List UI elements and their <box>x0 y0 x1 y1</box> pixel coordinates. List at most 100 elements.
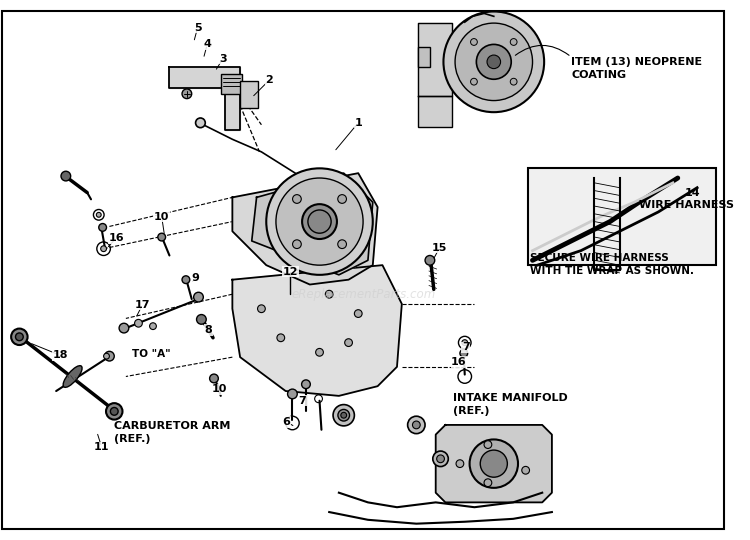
Text: 10: 10 <box>212 384 227 394</box>
Circle shape <box>182 89 192 99</box>
Circle shape <box>16 333 23 341</box>
Text: 1: 1 <box>354 118 362 128</box>
Circle shape <box>134 319 142 327</box>
Text: 7: 7 <box>298 396 306 406</box>
Circle shape <box>149 323 156 329</box>
Circle shape <box>96 212 101 217</box>
Polygon shape <box>419 23 452 96</box>
Text: INTAKE MANIFOLD
(REF.): INTAKE MANIFOLD (REF.) <box>453 393 568 416</box>
Text: ITEM (13) NEOPRENE
COATING: ITEM (13) NEOPRENE COATING <box>572 57 703 80</box>
Bar <box>528 168 716 265</box>
Circle shape <box>425 255 435 265</box>
Text: 12: 12 <box>283 267 298 277</box>
Text: 6: 6 <box>283 417 290 427</box>
Circle shape <box>522 467 530 474</box>
Circle shape <box>470 78 477 85</box>
Polygon shape <box>436 425 552 502</box>
Circle shape <box>194 292 203 302</box>
Circle shape <box>476 44 512 79</box>
Circle shape <box>510 78 517 85</box>
Text: 2: 2 <box>266 75 273 85</box>
Text: 9: 9 <box>192 273 200 283</box>
Bar <box>419 48 430 66</box>
Circle shape <box>106 403 122 420</box>
Text: 10: 10 <box>154 212 170 222</box>
Circle shape <box>292 194 302 204</box>
Polygon shape <box>252 173 373 275</box>
Bar <box>220 75 242 94</box>
Circle shape <box>470 440 518 488</box>
Circle shape <box>462 340 468 346</box>
Circle shape <box>276 178 363 265</box>
Circle shape <box>266 168 373 275</box>
Circle shape <box>338 240 346 248</box>
Circle shape <box>433 451 448 467</box>
Circle shape <box>308 210 332 233</box>
Circle shape <box>302 380 310 389</box>
Text: 5: 5 <box>194 23 201 33</box>
Circle shape <box>257 305 265 313</box>
Text: 17: 17 <box>134 300 150 310</box>
Circle shape <box>292 240 302 248</box>
Circle shape <box>313 215 326 228</box>
Text: 16: 16 <box>109 233 124 243</box>
Circle shape <box>340 413 346 418</box>
Circle shape <box>182 276 190 284</box>
Circle shape <box>408 416 425 434</box>
Circle shape <box>11 328 28 345</box>
Text: WIRE HARNESS: WIRE HARNESS <box>639 200 734 210</box>
Circle shape <box>443 11 544 112</box>
Circle shape <box>277 334 285 342</box>
Circle shape <box>333 404 354 426</box>
Text: 18: 18 <box>53 350 68 360</box>
Text: 14: 14 <box>685 188 700 198</box>
Circle shape <box>460 349 468 357</box>
Ellipse shape <box>63 366 82 387</box>
Circle shape <box>510 38 517 45</box>
Circle shape <box>470 38 477 45</box>
Circle shape <box>209 374 218 383</box>
Circle shape <box>99 224 106 231</box>
Circle shape <box>484 441 492 448</box>
Circle shape <box>196 118 206 127</box>
Circle shape <box>480 450 507 477</box>
Bar <box>419 96 452 127</box>
Circle shape <box>338 409 350 421</box>
Circle shape <box>484 479 492 487</box>
Circle shape <box>326 291 333 298</box>
Circle shape <box>158 233 166 241</box>
Polygon shape <box>232 265 402 396</box>
Circle shape <box>413 421 420 429</box>
Circle shape <box>196 314 206 324</box>
Circle shape <box>455 23 532 100</box>
Polygon shape <box>232 173 377 285</box>
Circle shape <box>104 353 110 359</box>
Text: eReplacementParts.com: eReplacementParts.com <box>291 288 435 301</box>
Circle shape <box>316 348 323 356</box>
Text: 3: 3 <box>219 54 226 64</box>
Text: CARBURETOR ARM
(REF.): CARBURETOR ARM (REF.) <box>114 421 231 444</box>
Circle shape <box>110 408 118 415</box>
Circle shape <box>104 352 114 361</box>
Text: 11: 11 <box>94 442 110 452</box>
Text: TO "A": TO "A" <box>132 349 170 360</box>
Circle shape <box>302 204 337 239</box>
Circle shape <box>456 460 464 468</box>
Text: 4: 4 <box>203 39 211 49</box>
Bar <box>240 81 257 109</box>
Circle shape <box>354 310 362 318</box>
Circle shape <box>287 389 297 399</box>
Circle shape <box>119 323 129 333</box>
Circle shape <box>338 194 346 204</box>
Text: SECURE WIRE HARNESS
WITH TIE WRAP AS SHOWN.: SECURE WIRE HARNESS WITH TIE WRAP AS SHO… <box>530 253 694 276</box>
Text: 8: 8 <box>204 325 212 335</box>
Circle shape <box>487 55 500 69</box>
Circle shape <box>345 339 352 347</box>
Text: 15: 15 <box>432 243 447 253</box>
Text: 7: 7 <box>462 342 470 353</box>
Text: 16: 16 <box>452 357 466 367</box>
Circle shape <box>100 246 106 252</box>
Polygon shape <box>170 66 240 130</box>
Circle shape <box>61 171 70 181</box>
Circle shape <box>436 455 445 463</box>
